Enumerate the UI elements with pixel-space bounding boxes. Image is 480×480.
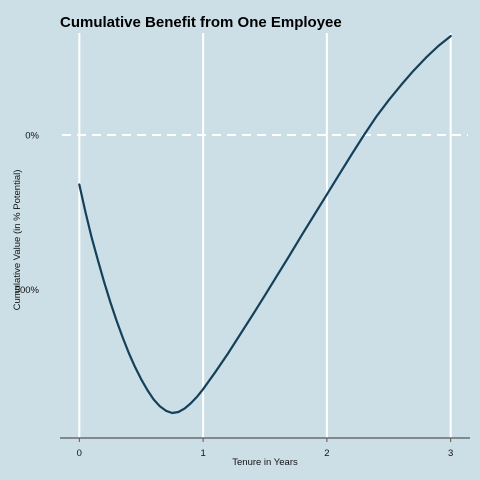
y-tick-label-0: 0%	[25, 131, 39, 142]
x-tick-label-2: 2	[324, 448, 329, 459]
tick-layer: 0 1 2 3 0% 500%	[15, 131, 454, 459]
y-tick-label--500: 500%	[15, 285, 40, 296]
chart-title: Cumulative Benefit from One Employee	[60, 14, 342, 31]
x-tick-label-1: 1	[200, 448, 205, 459]
x-tick-label-0: 0	[77, 448, 82, 459]
y-axis-title: Cumulative Value (in % Potential)	[12, 170, 23, 311]
grid-layer	[78, 33, 452, 438]
x-tick-label-3: 3	[448, 448, 453, 459]
series-line-0	[78, 35, 452, 415]
x-axis-title: Tenure in Years	[232, 457, 298, 468]
series-layer	[78, 35, 452, 415]
